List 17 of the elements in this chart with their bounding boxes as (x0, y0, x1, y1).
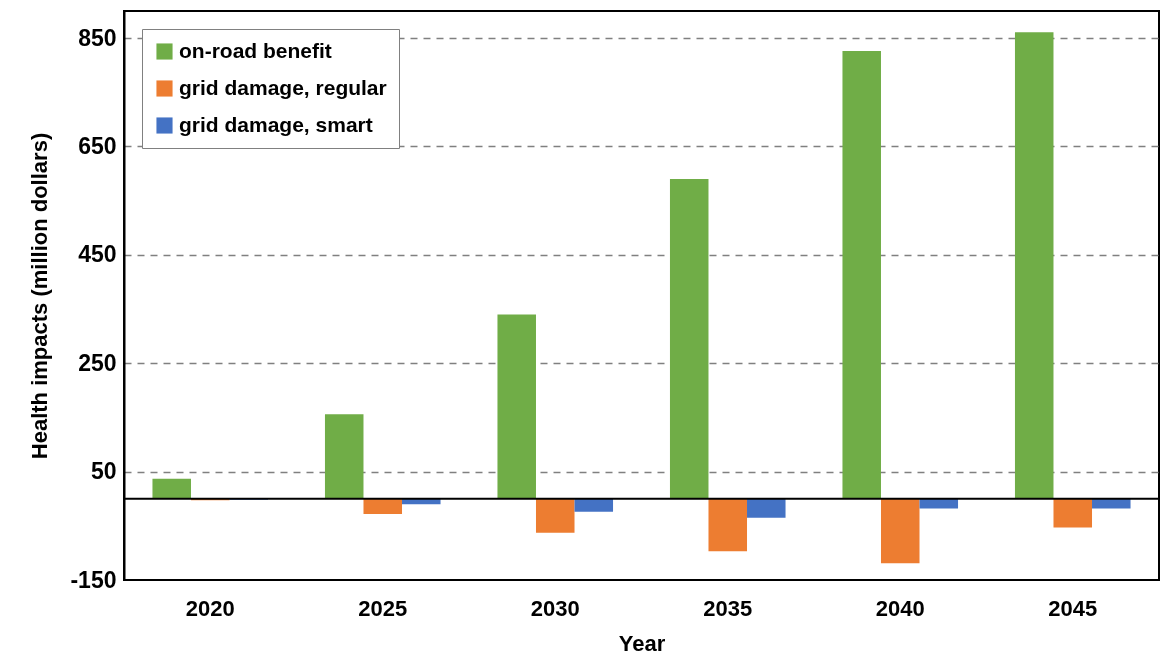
x-tick-label: 2035 (703, 595, 753, 621)
y-tick-label: -150 (70, 566, 117, 593)
x-tick-label: 2045 (1048, 595, 1098, 621)
y-tick-label: 250 (78, 349, 117, 376)
y-axis-title: Health impacts (million dollars) (27, 132, 53, 460)
y-tick-label: 850 (78, 24, 117, 51)
x-tick-label: 2040 (875, 595, 925, 621)
y-tick-label: 50 (90, 458, 117, 485)
x-axis-title: Year (618, 630, 666, 656)
y-tick-label: 450 (78, 241, 117, 268)
x-tick-label: 2030 (530, 595, 580, 621)
legend-label: grid damage, regular (179, 75, 387, 99)
x-tick-label: 2020 (185, 595, 235, 621)
y-tick-label: 650 (78, 132, 117, 159)
x-tick-label: 2025 (358, 595, 408, 621)
legend-label: grid damage, smart (179, 112, 373, 136)
legend-label: on-road benefit (179, 38, 332, 62)
